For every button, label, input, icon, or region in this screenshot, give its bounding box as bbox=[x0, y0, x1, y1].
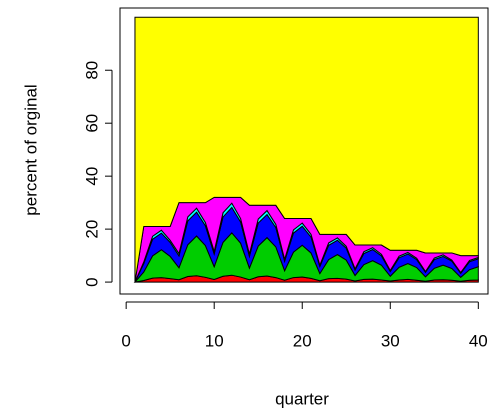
x-axis-label: quarter bbox=[275, 389, 329, 408]
x-tick-label: 40 bbox=[469, 331, 488, 350]
x-tick-label: 20 bbox=[293, 331, 312, 350]
plot-frame bbox=[119, 7, 489, 295]
y-tick-label: 0 bbox=[82, 277, 101, 286]
y-tick-label: 40 bbox=[82, 167, 101, 186]
x-tick-label: 0 bbox=[121, 331, 130, 350]
x-tick-label: 30 bbox=[381, 331, 400, 350]
area bbox=[134, 16, 479, 283]
y-tick-label: 60 bbox=[82, 114, 101, 133]
y-axis-label: percent of orginal bbox=[21, 84, 40, 215]
x-tick-label: 10 bbox=[205, 331, 224, 350]
y-tick-label: 20 bbox=[82, 220, 101, 239]
y-tick-label: 80 bbox=[82, 61, 101, 80]
